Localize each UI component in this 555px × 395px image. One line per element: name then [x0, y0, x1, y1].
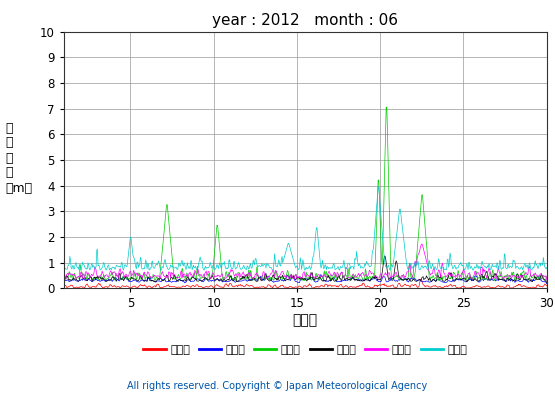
石廂崎: [119, 277, 125, 282]
上ノ国: [119, 284, 125, 288]
生月島: [168, 270, 175, 275]
屋久島: [543, 265, 550, 270]
屋久島: [364, 261, 371, 266]
江ノ島: [69, 277, 76, 282]
生月島: [364, 274, 371, 279]
上ノ国: [379, 282, 386, 287]
経ヶ岸: [69, 277, 76, 282]
経ヶ岸: [60, 280, 67, 284]
江ノ島: [365, 276, 371, 281]
Text: All rights reserved. Copyright © Japan Meteorological Agency: All rights reserved. Copyright © Japan M…: [128, 381, 427, 391]
Text: 有
義
波
高
（m）: 有 義 波 高 （m）: [6, 122, 33, 194]
Legend: 上ノ国, 江ノ島, 石廂崎, 経ヶ岸, 生月島, 屋久島: 上ノ国, 江ノ島, 石廂崎, 経ヶ岸, 生月島, 屋久島: [139, 340, 472, 359]
上ノ国: [60, 284, 67, 289]
江ノ島: [194, 276, 200, 281]
石廂崎: [379, 262, 386, 267]
屋久島: [60, 276, 67, 281]
Line: 石廂崎: 石廂崎: [64, 107, 547, 280]
石廂崎: [543, 275, 550, 279]
江ノ島: [379, 276, 386, 281]
石廂崎: [301, 278, 308, 283]
生月島: [194, 272, 200, 277]
石廂崎: [69, 273, 76, 277]
江ノ島: [168, 280, 175, 284]
生月島: [60, 276, 67, 281]
経ヶ岸: [378, 275, 385, 280]
生月島: [119, 269, 125, 274]
江ノ島: [60, 281, 67, 286]
上ノ国: [168, 284, 175, 289]
上ノ国: [69, 283, 76, 288]
生月島: [69, 273, 76, 278]
経ヶ岸: [168, 275, 175, 280]
Line: 上ノ国: 上ノ国: [64, 279, 547, 288]
屋久島: [69, 263, 76, 268]
屋久島: [375, 185, 381, 190]
屋久島: [168, 263, 175, 268]
石廂崎: [194, 269, 200, 273]
Title: year : 2012   month : 06: year : 2012 month : 06: [212, 13, 398, 28]
屋久島: [379, 229, 386, 234]
Line: 経ヶ岸: 経ヶ岸: [64, 256, 547, 283]
Line: 生月島: 生月島: [64, 244, 547, 280]
生月島: [378, 272, 385, 276]
経ヶ岸: [543, 280, 550, 285]
Line: 江ノ島: 江ノ島: [64, 275, 547, 284]
生月島: [418, 242, 425, 246]
上ノ国: [285, 286, 291, 291]
X-axis label: （日）: （日）: [292, 313, 318, 327]
江ノ島: [543, 281, 550, 286]
上ノ国: [543, 284, 550, 288]
石廂崎: [383, 105, 390, 109]
経ヶ岸: [194, 278, 200, 283]
生月島: [543, 278, 550, 282]
Line: 屋久島: 屋久島: [64, 188, 547, 279]
石廂崎: [365, 275, 371, 280]
石廂崎: [168, 246, 175, 251]
屋久島: [119, 261, 125, 265]
経ヶ岸: [381, 254, 388, 258]
上ノ国: [417, 277, 424, 282]
石廂崎: [60, 275, 67, 280]
上ノ国: [194, 282, 200, 287]
屋久島: [194, 267, 200, 272]
江ノ島: [119, 276, 125, 281]
上ノ国: [365, 284, 371, 289]
経ヶ岸: [364, 278, 371, 282]
経ヶ岸: [119, 277, 125, 282]
江ノ島: [317, 273, 324, 277]
